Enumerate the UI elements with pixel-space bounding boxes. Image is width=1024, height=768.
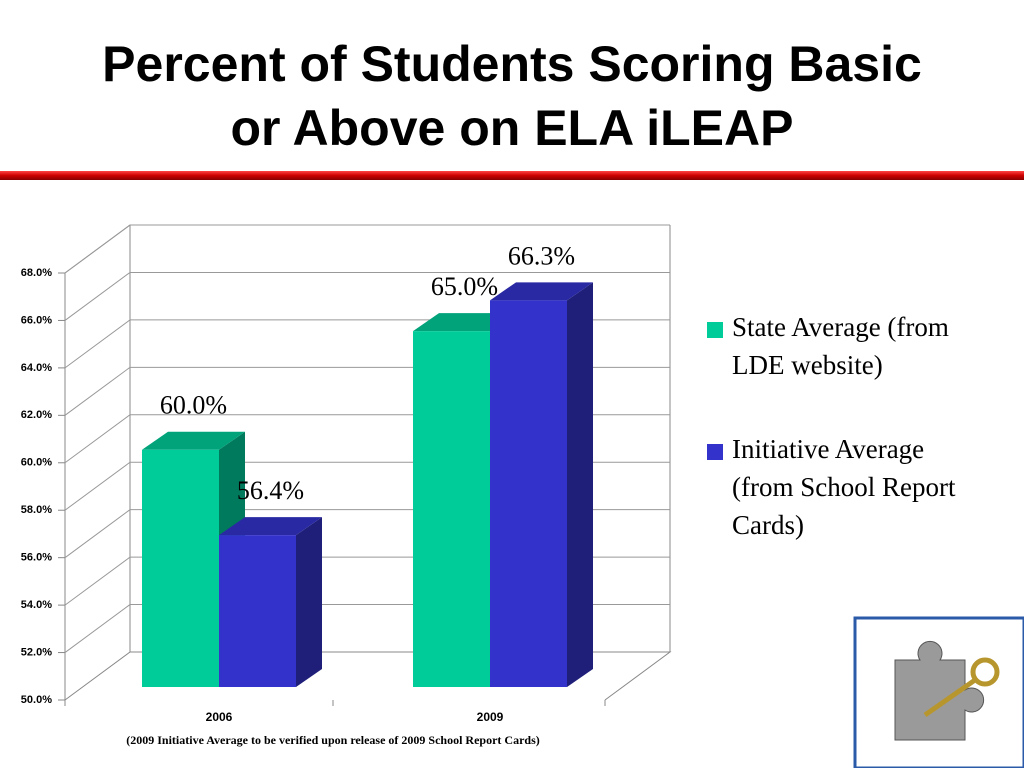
bar-face <box>296 517 322 687</box>
grid-line <box>64 224 670 274</box>
y-tick-label: 64.0% <box>21 362 52 374</box>
bar-face <box>490 300 567 687</box>
footnote: (2009 Initiative Average to be verified … <box>126 733 540 747</box>
bar-face <box>219 535 296 687</box>
grid-line <box>64 271 670 321</box>
legend-label: State Average (from LDE website) <box>732 312 949 380</box>
bar-face <box>490 282 593 301</box>
y-tick-label: 54.0% <box>21 599 52 611</box>
legend-swatch <box>707 444 723 460</box>
bar <box>219 517 322 687</box>
separator <box>0 171 1024 180</box>
slide-title: Percent of Students Scoring Basic or Abo… <box>102 36 922 156</box>
y-tick-label: 60.0% <box>21 457 52 469</box>
y-tick-label: 68.0% <box>21 267 52 279</box>
data-label: 66.3% <box>508 241 575 270</box>
x-tick-label: 2009 <box>477 710 504 724</box>
data-label: 56.4% <box>237 476 304 505</box>
data-label: 60.0% <box>160 391 227 420</box>
y-tick-label: 56.0% <box>21 552 52 564</box>
y-tick-label: 50.0% <box>21 694 52 706</box>
y-tick-label: 58.0% <box>21 504 52 516</box>
y-tick-label: 66.0% <box>21 314 52 326</box>
legend-swatch <box>707 322 723 338</box>
bar-face <box>142 449 219 687</box>
bar-face <box>142 431 245 450</box>
y-tick-label: 62.0% <box>21 409 52 421</box>
bar-face <box>567 282 593 687</box>
bar-face <box>413 331 490 687</box>
legend-label: Initiative Average (from School Report Car… <box>732 434 956 540</box>
x-tick-label: 2006 <box>206 710 233 724</box>
bar <box>490 282 593 687</box>
bar-face <box>219 517 322 536</box>
puzzle-icon <box>894 640 1000 741</box>
y-tick-label: 52.0% <box>21 646 52 658</box>
data-label: 65.0% <box>431 272 498 301</box>
